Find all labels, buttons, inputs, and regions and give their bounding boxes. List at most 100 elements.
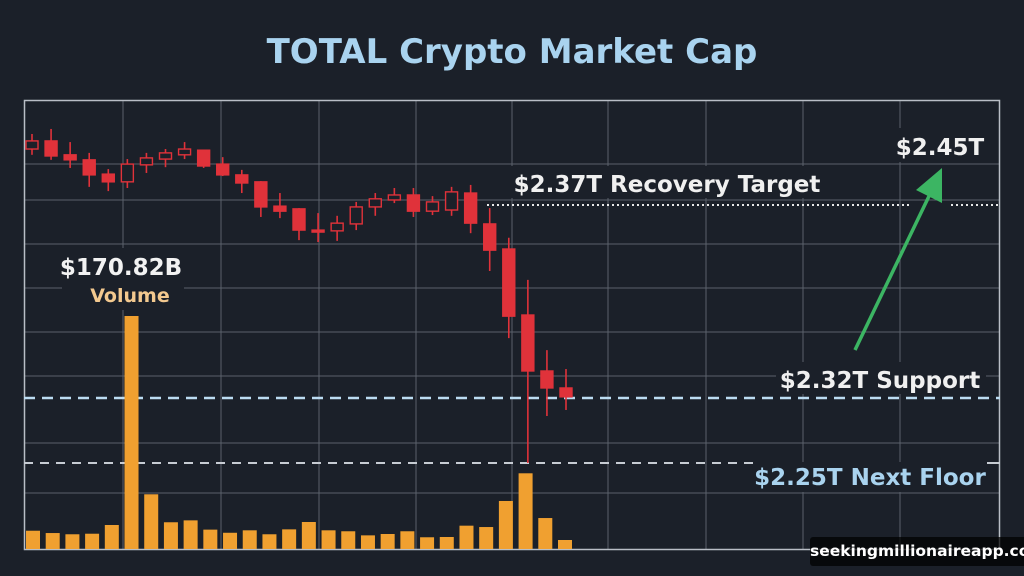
- next-floor-label: $2.25T Next Floor: [754, 465, 986, 491]
- candle: [540, 350, 554, 417]
- candle: [463, 184, 478, 234]
- volume-bar: [459, 525, 474, 549]
- candle-body: [120, 163, 135, 183]
- volume-bar: [45, 533, 60, 549]
- candle-body: [254, 181, 268, 208]
- volume-bar: [321, 530, 336, 549]
- volume-bar: [360, 535, 375, 549]
- level-lines: [24, 204, 1000, 465]
- volume-bar: [400, 531, 415, 549]
- candle-body: [101, 173, 115, 183]
- candle-body: [483, 223, 497, 251]
- candle: [139, 152, 154, 173]
- volume-bar: [518, 473, 533, 549]
- candle-body: [25, 140, 39, 150]
- support-label-bg: [776, 362, 986, 394]
- volume-bar: [85, 533, 100, 549]
- candle: [406, 188, 421, 217]
- candle: [559, 369, 573, 410]
- candle: [158, 149, 173, 168]
- candle: [292, 208, 306, 241]
- candle: [44, 128, 58, 160]
- volume-bar: [223, 532, 238, 549]
- support-label: $2.32T Support: [780, 368, 980, 394]
- candle: [82, 152, 96, 187]
- up-arrow-icon: [853, 168, 942, 351]
- candle-body: [177, 148, 192, 156]
- candle: [502, 237, 516, 339]
- candle-body: [273, 205, 287, 212]
- recovery-label-bg: [505, 166, 825, 198]
- candle-body: [330, 222, 344, 232]
- volume-bar: [144, 494, 159, 549]
- candle: [483, 208, 497, 272]
- candle-body: [540, 370, 554, 389]
- candle-body: [349, 206, 363, 225]
- candle-body: [502, 248, 516, 317]
- candle-body: [425, 201, 440, 212]
- candle: [235, 169, 249, 194]
- volume-bar: [183, 520, 198, 549]
- candle: [387, 188, 402, 204]
- volume-bar: [558, 539, 572, 549]
- watermark: seekingmillionaireapp.com: [810, 537, 1024, 566]
- candle-body: [82, 159, 96, 176]
- candle: [101, 169, 115, 192]
- chart-title: TOTAL Crypto Market Cap: [267, 32, 758, 72]
- candle: [177, 142, 192, 160]
- candle: [273, 193, 287, 219]
- candle: [311, 213, 325, 243]
- floor-label-bg: [758, 462, 984, 492]
- candle: [349, 201, 363, 231]
- candle: [425, 196, 440, 216]
- candle-body: [63, 154, 77, 161]
- candle-body: [463, 192, 478, 224]
- candle: [196, 149, 211, 168]
- candle: [63, 142, 77, 168]
- candle: [120, 159, 135, 189]
- volume-bar: [262, 534, 277, 549]
- volume-bar: [242, 530, 257, 549]
- candle: [330, 215, 344, 241]
- volume-label-bg: [62, 248, 184, 310]
- candle-body: [196, 149, 211, 167]
- recovery-target-label: $2.37T Recovery Target: [514, 172, 821, 198]
- candle: [521, 279, 535, 464]
- candle-body: [368, 198, 382, 208]
- volume-bar: [301, 521, 316, 549]
- candle: [254, 181, 268, 217]
- candle-body: [292, 208, 306, 231]
- volume-bar: [124, 316, 139, 549]
- candle-body: [444, 191, 459, 211]
- volume-bar: [498, 500, 513, 549]
- volume-bar: [341, 531, 356, 549]
- candle-body: [44, 140, 58, 157]
- volume-bar: [282, 529, 297, 549]
- candle-body: [311, 229, 325, 233]
- candles: [25, 128, 573, 464]
- candle-body: [235, 174, 249, 184]
- candle-body: [387, 194, 402, 201]
- candle-body: [158, 152, 173, 160]
- volume-bar: [163, 522, 178, 549]
- projection-label: $2.45T: [896, 135, 985, 161]
- volume-bar: [538, 518, 553, 549]
- volume-bar: [479, 527, 494, 549]
- volume-bar: [420, 537, 435, 549]
- volume-bar: [26, 530, 40, 549]
- volume-bar: [203, 529, 218, 549]
- candle: [444, 186, 459, 216]
- candle-body: [216, 163, 230, 176]
- candle-body: [406, 194, 421, 212]
- volume-bar: [104, 524, 119, 549]
- candle: [216, 157, 230, 177]
- candle-body: [521, 314, 535, 372]
- projection-label-bg: [890, 128, 990, 162]
- volume-bar: [65, 534, 80, 549]
- candle-body: [559, 387, 573, 398]
- volume-peak-label: $170.82B: [60, 255, 182, 281]
- volume-label: Volume: [90, 285, 169, 307]
- candle-body: [139, 157, 154, 166]
- volume-bar: [439, 536, 454, 549]
